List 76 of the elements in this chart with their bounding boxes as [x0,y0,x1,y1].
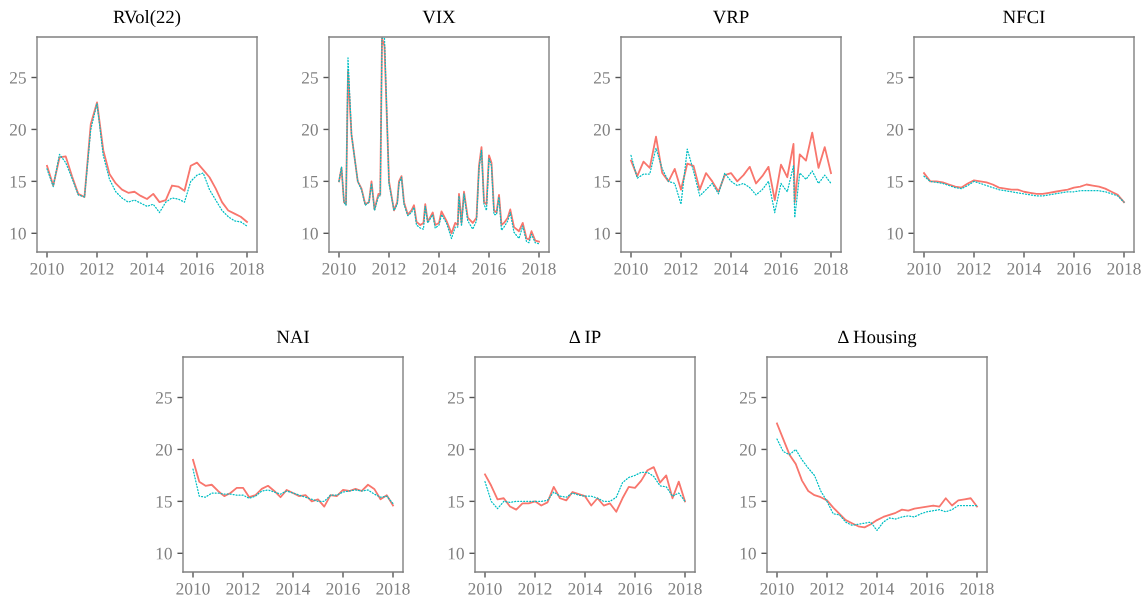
x-tick-label: 2010 [907,262,941,275]
x-tick-label: 2016 [764,262,798,275]
y-tick-label: 25 [447,392,464,404]
y-tick-label: 15 [302,175,318,188]
x-tick-label: 2012 [957,262,991,275]
x-tick-label: 2014 [568,582,603,595]
x-tick-label: 2014 [860,582,895,595]
y-tick-label: 20 [155,443,172,456]
x-tick-label: 2018 [376,582,410,595]
y-tick-label: 15 [740,495,756,508]
chart-title: VIX [422,10,456,24]
y-tick-label: 15 [448,495,464,508]
chart-title: Δ IP [569,330,601,344]
x-tick-label: 2010 [30,262,64,275]
y-tick-label: 20 [447,443,464,456]
x-tick-label: 2016 [326,582,360,595]
y-tick-label: 25 [9,72,26,84]
y-tick-label: 10 [594,227,610,240]
x-tick-label: 2010 [322,262,356,275]
x-tick-label: 2014 [422,262,457,275]
chart-title: VRP [712,10,749,24]
chart-title: NAI [276,330,309,344]
y-tick-label: 10 [156,547,172,560]
x-tick-label: 2016 [1057,262,1091,275]
x-tick-label: 2010 [468,582,502,595]
x-tick-label: 2012 [80,262,114,275]
x-tick-label: 2018 [230,262,264,275]
y-tick-label: 15 [594,175,610,188]
y-tick-label: 25 [301,72,318,84]
y-tick-label: 25 [739,392,756,404]
x-tick-label: 2018 [960,582,994,595]
chart-title: RVol(22) [113,10,181,28]
y-tick-label: 20 [886,123,903,136]
x-tick-label: 2012 [518,582,552,595]
x-tick-label: 2018 [814,262,848,275]
chart-title: Δ Housing [838,330,917,348]
x-tick-label: 2010 [614,262,648,275]
x-tick-label: 2012 [372,262,406,275]
y-tick-label: 20 [301,123,318,136]
x-tick-label: 2018 [668,582,702,595]
x-tick-label: 2016 [910,582,944,595]
x-tick-label: 2014 [130,262,165,275]
x-tick-label: 2012 [810,582,844,595]
x-tick-label: 2010 [760,582,794,595]
x-tick-label: 2016 [618,582,652,595]
y-tick-label: 20 [593,123,610,136]
y-tick-label: 10 [302,227,318,240]
x-tick-label: 2012 [226,582,260,595]
y-tick-label: 25 [593,72,610,84]
x-tick-label: 2012 [664,262,698,275]
y-tick-label: 10 [448,547,464,560]
chart-title: NFCI [1003,10,1045,24]
x-tick-label: 2016 [180,262,214,275]
y-tick-label: 15 [10,175,26,188]
x-tick-label: 2016 [472,262,506,275]
y-tick-label: 15 [887,175,903,188]
line-series [630,131,832,204]
y-tick-label: 15 [156,495,172,508]
x-tick-label: 2018 [522,262,556,275]
y-tick-label: 20 [9,123,26,136]
line-series [192,458,394,508]
y-tick-label: 10 [10,227,26,240]
x-tick-label: 2014 [276,582,311,595]
x-tick-label: 2018 [1107,262,1141,275]
y-tick-label: 25 [886,72,903,84]
x-tick-label: 2010 [176,582,210,595]
y-tick-label: 25 [155,392,172,404]
line-series [192,468,394,505]
y-tick-label: 10 [887,227,903,240]
x-tick-label: 2014 [714,262,749,275]
y-tick-label: 10 [740,547,756,560]
line-series [776,438,978,532]
y-tick-label: 20 [739,443,756,456]
line-series [776,422,978,529]
line-series [630,147,832,219]
x-tick-label: 2014 [1007,262,1042,275]
